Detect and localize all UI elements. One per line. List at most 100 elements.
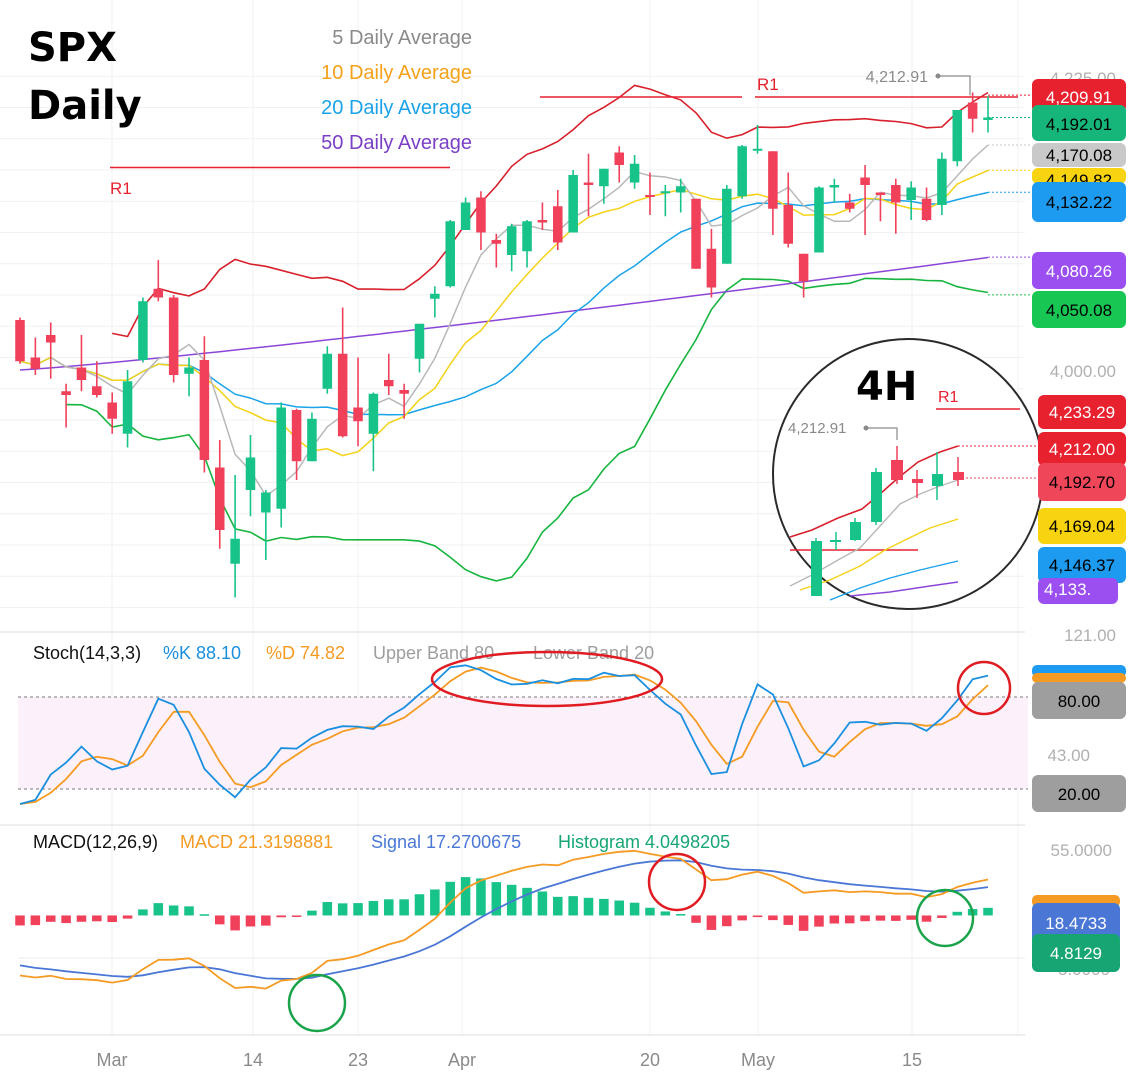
svg-text:4,209.91: 4,209.91 <box>1046 88 1112 107</box>
histogram-bar <box>76 915 87 922</box>
svg-text:4,080.26: 4,080.26 <box>1046 262 1112 281</box>
chart-subtitle: Daily <box>28 83 142 129</box>
candle-body <box>737 146 747 197</box>
svg-text:4,192.01: 4,192.01 <box>1046 115 1112 134</box>
high-marker: 4,212.91 <box>866 69 1032 296</box>
histogram-bar <box>307 910 317 916</box>
histogram-bar <box>875 915 886 921</box>
r1-label-left: R1 <box>110 179 132 198</box>
histogram-bar <box>383 899 394 916</box>
candle-body <box>383 380 394 387</box>
histogram-bar <box>829 915 840 924</box>
candle-body <box>875 192 886 195</box>
svg-text:4,192.70: 4,192.70 <box>1049 473 1115 492</box>
x-tick-apr: Apr <box>448 1050 476 1070</box>
svg-text:4,170.08: 4,170.08 <box>1046 146 1112 165</box>
stoch-legend-upper: Upper Band 80 <box>373 643 494 663</box>
candle-body <box>168 297 179 375</box>
macd-legend-signal: Signal 17.2700675 <box>371 832 521 852</box>
candle-body <box>445 221 455 287</box>
candle-body <box>660 191 671 194</box>
chart-title: SPX <box>28 25 117 71</box>
candle-body <box>706 248 717 288</box>
histogram-bar <box>15 915 25 926</box>
candle-body <box>245 457 256 490</box>
candle-body <box>752 148 763 151</box>
candle-body <box>860 177 870 185</box>
histogram-bar <box>184 906 194 916</box>
histogram-bar <box>45 915 56 922</box>
r1-levels <box>110 96 1018 169</box>
candle-body <box>107 402 117 419</box>
histogram-bar <box>983 907 993 916</box>
candle-body <box>430 293 440 299</box>
inset-title: 4H <box>856 364 917 410</box>
candle-body <box>814 187 824 253</box>
price-tag-4192: 4,192.01 <box>1032 105 1126 141</box>
candle-body <box>184 367 194 374</box>
stoch-tag-80 <box>1032 682 1126 719</box>
candle-body <box>783 205 794 244</box>
svg-text:4,050.08: 4,050.08 <box>1046 301 1112 320</box>
stoch-d-line <box>19 666 989 805</box>
candle-body <box>583 182 594 185</box>
macd-legend-histogram: Histogram 4.0498205 <box>558 832 730 852</box>
histogram-bar <box>568 896 578 916</box>
legend-20-daily-average: 20 Daily Average <box>321 97 472 119</box>
x-tick-mar: Mar <box>97 1050 128 1070</box>
histogram-bar <box>153 903 164 916</box>
upper-band-line <box>112 84 989 338</box>
candle-body <box>629 163 640 183</box>
inset-r1-label: R1 <box>938 389 959 406</box>
candle-body <box>476 197 486 233</box>
stoch-axis: 121.00 80.00 43.00 20.00 <box>1032 626 1126 812</box>
inset-20-ma <box>829 560 959 601</box>
price-tag-4170: 4,170.08 <box>1032 143 1126 167</box>
histogram-bar <box>737 915 747 921</box>
price-tag-4132: 4,132.22 <box>1032 182 1126 222</box>
histogram-bar <box>92 915 102 922</box>
histogram-bar <box>645 907 655 916</box>
macd-signal-line <box>19 859 989 980</box>
histogram-bar <box>30 915 41 926</box>
stoch-legend-title: Stoch(14,3,3) <box>33 643 141 663</box>
candle-body <box>230 538 240 564</box>
candle-body <box>337 353 348 437</box>
histogram-bar <box>583 897 594 916</box>
stoch-tag-20 <box>1032 775 1126 812</box>
histogram-bar <box>952 911 963 916</box>
histogram-bar <box>61 915 71 924</box>
price-legend: 5 Daily Average 10 Daily Average 20 Dail… <box>321 27 472 154</box>
stoch-overbought-ellipse <box>430 650 664 708</box>
histogram-bar <box>722 915 732 927</box>
stoch-k-line <box>19 664 989 805</box>
histogram-bar <box>353 903 363 916</box>
candle-body <box>368 393 379 434</box>
stoch-cross-circle <box>956 660 1012 716</box>
ma-10-line <box>19 169 989 457</box>
macd-bullish-cross-circle-2 <box>915 888 975 948</box>
svg-text:80.00: 80.00 <box>1058 692 1101 711</box>
candle-body <box>399 390 409 394</box>
candle-body <box>276 407 286 509</box>
histogram-bar <box>752 915 763 918</box>
histogram-bar <box>798 915 809 931</box>
histogram-bar <box>768 915 778 921</box>
candle-body <box>414 323 425 359</box>
x-axis: Mar 14 23 Apr 20 May 15 <box>97 1050 923 1070</box>
svg-text:20.00: 20.00 <box>1058 785 1101 804</box>
candle-body <box>614 152 625 165</box>
candle-body <box>291 410 302 462</box>
histogram-bar <box>691 915 701 923</box>
candle-body <box>645 195 655 197</box>
candle-body <box>952 110 963 162</box>
candle-body <box>937 158 947 205</box>
svg-text:4,132.22: 4,132.22 <box>1046 193 1112 212</box>
legend-50-daily-average: 50 Daily Average <box>321 132 472 154</box>
candle-body <box>322 353 333 389</box>
x-tick-15: 15 <box>902 1050 922 1070</box>
histogram-bar <box>476 878 486 916</box>
histogram-bar <box>937 915 947 918</box>
candle-body <box>691 198 701 269</box>
